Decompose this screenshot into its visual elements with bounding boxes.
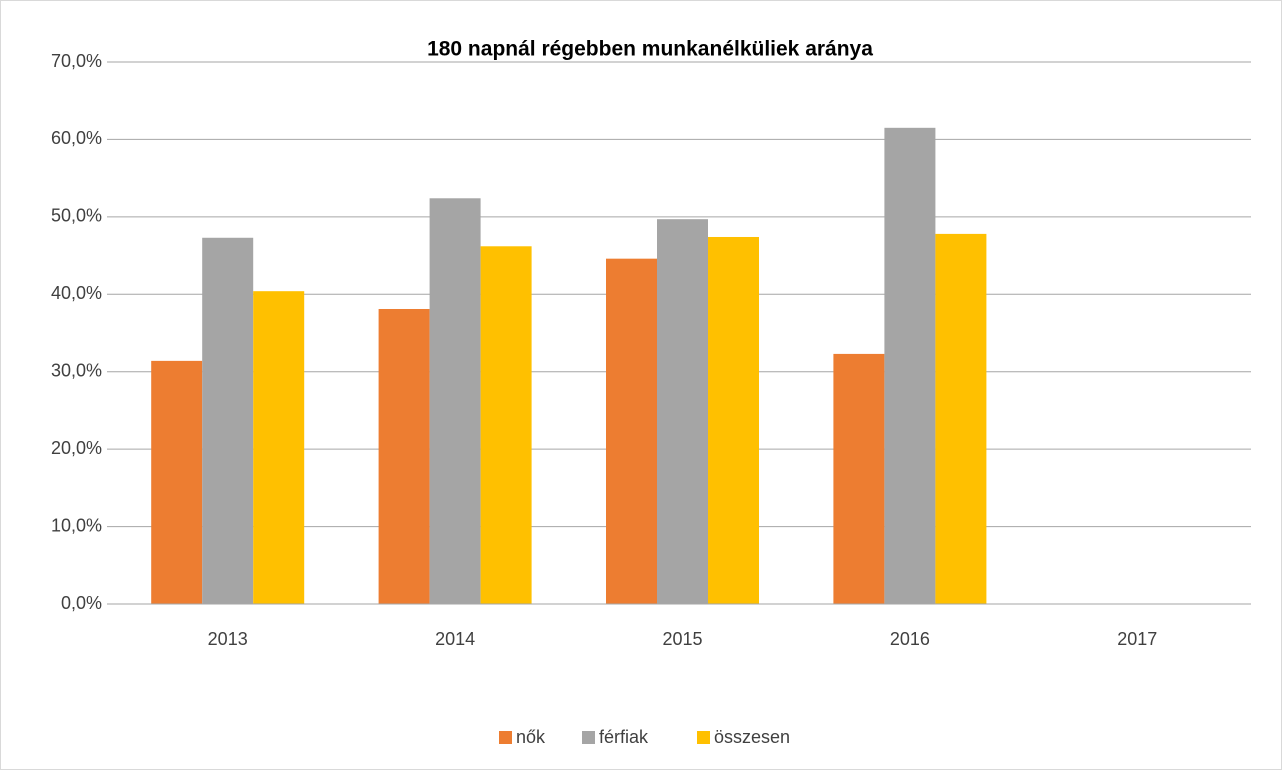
y-tick-label: 30,0%	[51, 360, 102, 380]
legend-label: nők	[516, 727, 546, 747]
bar	[606, 258, 657, 604]
legend-label: összesen	[714, 727, 790, 747]
y-tick-label: 60,0%	[51, 128, 102, 148]
x-tick-label: 2015	[662, 629, 702, 649]
bar	[935, 233, 987, 605]
x-tick-label: 2016	[890, 629, 930, 649]
bar	[884, 127, 936, 605]
legend-swatch	[499, 731, 512, 744]
bar	[253, 291, 305, 604]
bar	[657, 219, 708, 604]
bar	[833, 353, 885, 604]
bar	[429, 198, 481, 604]
x-tick-label: 2013	[208, 629, 248, 649]
y-tick-label: 50,0%	[51, 206, 102, 226]
x-tick-label: 2017	[1117, 629, 1157, 649]
y-tick-label: 10,0%	[51, 515, 102, 535]
bar	[151, 360, 203, 604]
bar	[708, 236, 759, 604]
bar	[202, 237, 254, 604]
y-tick-label: 20,0%	[51, 438, 102, 458]
y-tick-label: 40,0%	[51, 283, 102, 303]
bar	[480, 246, 532, 604]
y-tick-label: 0,0%	[61, 593, 102, 613]
y-tick-label: 70,0%	[51, 51, 102, 71]
legend-label: férfiak	[599, 727, 649, 747]
chart-title: 180 napnál régebben munkanélküliek arány…	[427, 38, 873, 61]
legend-swatch	[582, 731, 595, 744]
x-tick-label: 2014	[435, 629, 475, 649]
legend-swatch	[697, 731, 710, 744]
bar	[378, 308, 430, 604]
